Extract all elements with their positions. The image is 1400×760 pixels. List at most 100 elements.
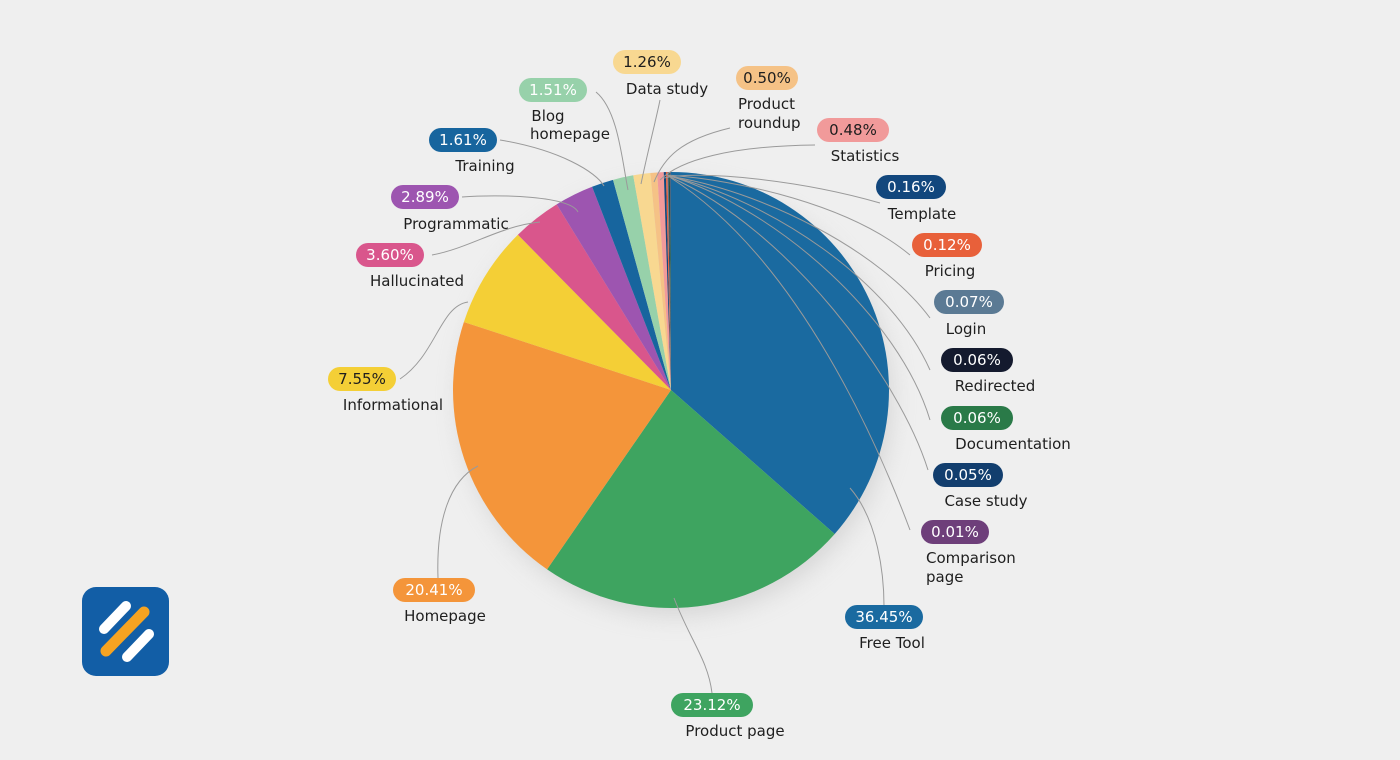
value-pill-training bbox=[429, 128, 497, 152]
leader-line-product-roundup bbox=[653, 127, 731, 183]
pie-slice-redirected bbox=[668, 172, 671, 390]
value-pill-statistics bbox=[817, 118, 889, 142]
value-pill-product-roundup bbox=[736, 66, 798, 90]
category-label-documentation: Documentation bbox=[955, 435, 1071, 453]
value-label-template: 0.16% bbox=[887, 178, 935, 196]
slice-label-product-page: 23.12% Product page bbox=[671, 693, 785, 740]
value-label-hallucinated: 3.60% bbox=[366, 246, 414, 264]
category-label-product-roundup-line-2: roundup bbox=[738, 114, 801, 132]
slice-label-informational: 7.55% Informational bbox=[328, 367, 443, 414]
value-pill-pricing bbox=[912, 233, 982, 257]
slice-label-redirected: 0.06% Redirected bbox=[941, 348, 1035, 395]
category-label-blog-homepage-line-1: Blog bbox=[531, 107, 564, 125]
category-label-hallucinated: Hallucinated bbox=[370, 272, 464, 290]
category-label-statistics: Statistics bbox=[831, 147, 900, 165]
value-label-training: 1.61% bbox=[439, 131, 487, 149]
category-label-homepage: Homepage bbox=[404, 607, 486, 625]
value-pill-homepage bbox=[393, 578, 475, 602]
slice-label-data-study: 1.26% Data study bbox=[613, 50, 708, 98]
value-pill-documentation bbox=[941, 406, 1013, 430]
value-pill-redirected bbox=[941, 348, 1013, 372]
slice-label-programmatic: 2.89% Programmatic bbox=[391, 185, 509, 233]
pie-slice-free-tool bbox=[671, 172, 890, 534]
value-label-product-roundup: 0.50% bbox=[743, 69, 791, 87]
leader-line-programmatic bbox=[461, 195, 579, 213]
pie-slice-hallucinated bbox=[517, 204, 671, 390]
logo-stripe-middle bbox=[100, 606, 150, 657]
value-label-data-study: 1.26% bbox=[623, 53, 671, 71]
pie-slice-programmatic bbox=[556, 186, 671, 390]
slice-label-pricing: 0.12% Pricing bbox=[912, 233, 982, 280]
pie-slice-statistics bbox=[657, 172, 671, 390]
slice-labels: 36.45% Free Tool 23.12% Product page 20.41% H… bbox=[328, 50, 1071, 740]
category-label-product-page: Product page bbox=[685, 722, 784, 740]
value-label-documentation: 0.06% bbox=[953, 409, 1001, 427]
leader-line-product-page bbox=[673, 597, 713, 694]
value-label-pricing: 0.12% bbox=[923, 236, 971, 254]
leader-line-pricing bbox=[666, 174, 911, 256]
leader-line-training bbox=[499, 139, 605, 187]
leader-line-homepage bbox=[437, 465, 479, 579]
pie-slice-login bbox=[667, 172, 671, 390]
value-label-statistics: 0.48% bbox=[829, 121, 877, 139]
category-label-comparison-page-line-1: Comparison bbox=[926, 549, 1016, 567]
slice-label-homepage: 20.41% Homepage bbox=[393, 578, 486, 625]
value-label-redirected: 0.06% bbox=[953, 351, 1001, 369]
slice-label-login: 0.07% Login bbox=[934, 290, 1004, 338]
value-label-homepage: 20.41% bbox=[405, 581, 462, 599]
pie-slice-template bbox=[663, 172, 671, 390]
logo-stripe-top bbox=[99, 601, 131, 634]
leader-line-free-tool bbox=[849, 487, 885, 607]
value-pill-informational bbox=[328, 367, 396, 391]
brand-logo-icon bbox=[82, 587, 169, 676]
value-label-free-tool: 36.45% bbox=[855, 608, 912, 626]
leader-line-login bbox=[667, 175, 931, 319]
slice-label-documentation: 0.06% Documentation bbox=[941, 406, 1071, 453]
pie-slice-product-page bbox=[547, 390, 835, 609]
value-pill-comparison-page bbox=[921, 520, 989, 544]
value-pill-blog-homepage bbox=[519, 78, 587, 102]
leader-line-documentation bbox=[669, 175, 931, 421]
slice-label-free-tool: 36.45% Free Tool bbox=[845, 605, 925, 652]
value-label-case-study: 0.05% bbox=[944, 466, 992, 484]
value-label-programmatic: 2.89% bbox=[401, 188, 449, 206]
value-pill-case-study bbox=[933, 463, 1003, 487]
category-label-product-roundup-line-1: Product bbox=[738, 95, 795, 113]
value-label-blog-homepage: 1.51% bbox=[529, 81, 577, 99]
category-label-login: Login bbox=[946, 320, 986, 338]
pie-slice-blog-homepage bbox=[613, 175, 671, 390]
leader-line-redirected bbox=[668, 175, 931, 371]
value-label-product-page: 23.12% bbox=[683, 696, 740, 714]
value-label-login: 0.07% bbox=[945, 293, 993, 311]
pie-slice-pricing bbox=[665, 172, 671, 390]
value-pill-data-study bbox=[613, 50, 681, 74]
pie-slice-product-roundup bbox=[650, 172, 671, 390]
logo-stripe-bottom bbox=[122, 629, 154, 662]
value-pill-product-page bbox=[671, 693, 753, 717]
leader-line-blog-homepage bbox=[595, 91, 629, 191]
category-label-training: Training bbox=[454, 157, 514, 175]
pie-slice-data-study bbox=[633, 172, 671, 390]
slice-label-hallucinated: 3.60% Hallucinated bbox=[356, 243, 464, 290]
value-pill-template bbox=[876, 175, 946, 199]
slice-label-template: 0.16% Template bbox=[876, 175, 956, 223]
category-label-pricing: Pricing bbox=[925, 262, 976, 280]
category-label-case-study: Case study bbox=[944, 492, 1027, 510]
pie-slice-informational bbox=[463, 234, 671, 390]
leader-line-hallucinated bbox=[431, 221, 541, 256]
pie-slices bbox=[452, 171, 890, 609]
pie-slice-case-study bbox=[670, 171, 671, 390]
slice-label-case-study: 0.05% Case study bbox=[933, 463, 1028, 510]
leader-line-comparison-page bbox=[670, 177, 911, 531]
category-label-free-tool: Free Tool bbox=[859, 634, 925, 652]
category-label-comparison-page-line-2: page bbox=[926, 568, 963, 586]
value-pill-login bbox=[934, 290, 1004, 314]
slice-label-training: 1.61% Training bbox=[429, 128, 515, 175]
leader-line-informational bbox=[399, 301, 469, 380]
category-label-informational: Informational bbox=[343, 396, 443, 414]
value-label-comparison-page: 0.01% bbox=[931, 523, 979, 541]
value-pill-programmatic bbox=[391, 185, 459, 209]
